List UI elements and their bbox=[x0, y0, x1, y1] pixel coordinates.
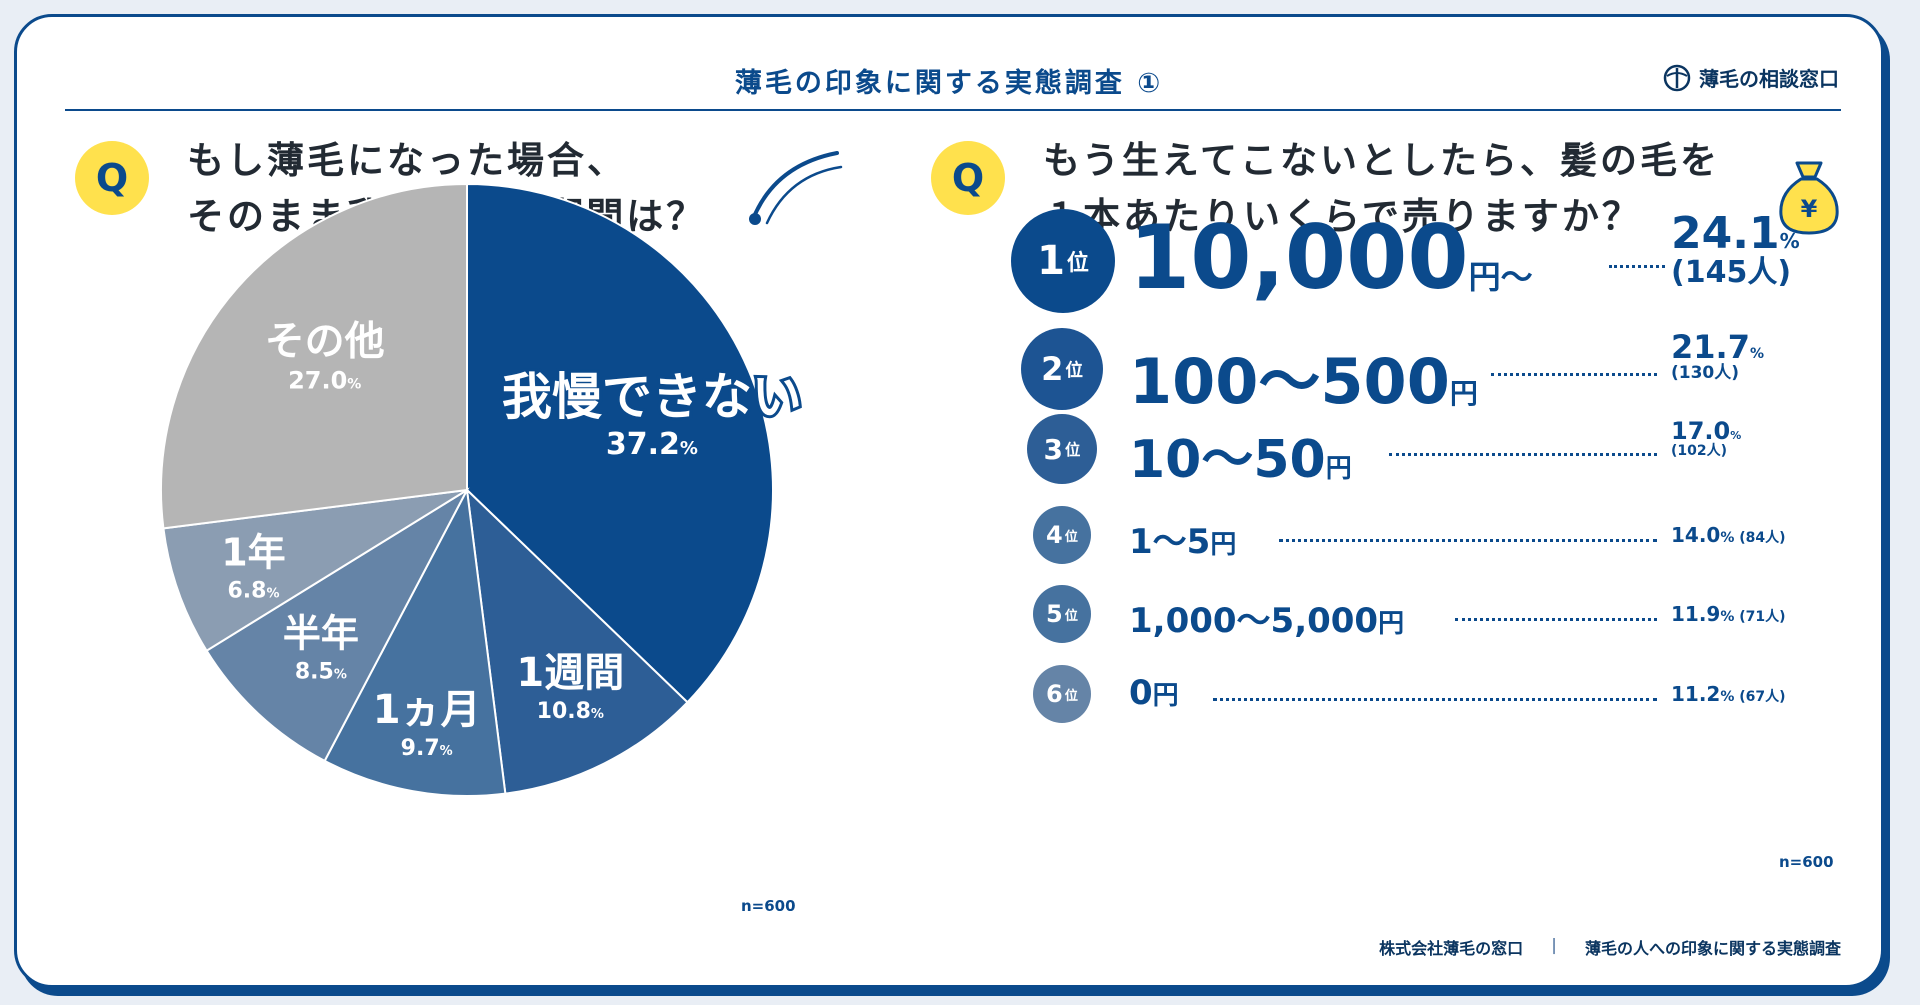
money-bag-icon: ¥ bbox=[1779, 161, 1839, 235]
pie-slice-1 bbox=[465, 487, 689, 795]
footer-company: 株式会社薄毛の窓口 bbox=[1379, 939, 1524, 958]
pie-slice-3 bbox=[205, 487, 470, 763]
hair-strand-icon bbox=[749, 151, 843, 225]
pie-value-1: 10.8% bbox=[537, 699, 604, 724]
pie-value-2: 9.7% bbox=[401, 736, 453, 761]
header-divider bbox=[65, 109, 1841, 111]
pie-label-0: 我慢できない bbox=[502, 368, 802, 426]
leader-dots bbox=[1279, 539, 1657, 542]
rank-amount-5: 1,000～5,000円 bbox=[1129, 600, 1405, 641]
pie-slice-4 bbox=[162, 489, 468, 653]
rank-amount-6: 0円 bbox=[1129, 672, 1179, 713]
rank-amount-1: 10,000円～ bbox=[1129, 206, 1533, 310]
rank-percent-4: 14.0% (84人) bbox=[1671, 523, 1786, 547]
n-note-right: n=600 bbox=[1779, 853, 1834, 871]
leader-dots bbox=[1609, 265, 1665, 268]
leader-dots bbox=[1213, 698, 1657, 701]
pie-value-4: 6.8% bbox=[227, 578, 279, 603]
leader-dots bbox=[1455, 618, 1657, 621]
pie-label-2: 1ヵ月 bbox=[373, 687, 481, 733]
infographic-card: 薄毛の印象に関する実態調査 ① 薄毛の相談窓口 Q もし薄毛になった場合、 その… bbox=[14, 14, 1884, 988]
pie-slice-2 bbox=[323, 486, 507, 797]
pie-label-5: その他 bbox=[265, 319, 385, 365]
question-right-line2: １本あたりいくらで売りますか？ bbox=[1043, 195, 1642, 238]
brand: 薄毛の相談窓口 bbox=[1663, 63, 1839, 92]
pie-value-3: 8.5% bbox=[295, 660, 347, 685]
rank-percent-6: 11.2% (67人) bbox=[1671, 682, 1786, 706]
pie-value-5: 27.0% bbox=[288, 367, 361, 395]
rank-percent-5: 11.9% (71人) bbox=[1671, 602, 1786, 626]
pie-label-4: 1年 bbox=[221, 530, 285, 574]
page-title: 薄毛の印象に関する実態調査 ① bbox=[734, 68, 1164, 99]
pie-slice-0 bbox=[466, 182, 774, 704]
rank-amount-4: 1～5円 bbox=[1129, 521, 1237, 562]
brand-logo-icon bbox=[1663, 64, 1691, 91]
rank-percent-1: 24.1% (145人) bbox=[1671, 208, 1800, 291]
pie-value-0: 37.2% bbox=[606, 427, 698, 462]
footer: 株式会社薄毛の窓口 | 薄毛の人への印象に関する実態調査 bbox=[1379, 935, 1841, 959]
question-right: もう生えてこないとしたら、髪の毛を １本あたりいくらで売りますか？ bbox=[1043, 133, 1720, 245]
pie-slice-5 bbox=[160, 182, 468, 530]
footer-survey: 薄毛の人への印象に関する実態調査 bbox=[1584, 939, 1841, 958]
brand-name: 薄毛の相談窓口 bbox=[1699, 67, 1839, 91]
rank-amount-3: 10～50円 bbox=[1129, 429, 1352, 490]
rank-amount-2: 100～500円 bbox=[1129, 344, 1478, 418]
yen-symbol: ¥ bbox=[1801, 195, 1818, 223]
leader-dots bbox=[1389, 453, 1657, 456]
question-badge-left: Q bbox=[75, 141, 149, 215]
pie-label-3: 半年 bbox=[283, 612, 359, 656]
question-left-line1: もし薄毛になった場合、 bbox=[187, 139, 627, 182]
rank-percent-3: 17.0% (102人) bbox=[1671, 417, 1742, 460]
pie-label-1: 1週間 bbox=[516, 650, 624, 696]
rank-percent-2: 21.7% (130人) bbox=[1671, 328, 1764, 383]
footer-separator: | bbox=[1551, 935, 1557, 954]
leader-dots bbox=[1491, 373, 1657, 376]
n-note-left: n=600 bbox=[741, 897, 796, 915]
question-badge-right: Q bbox=[931, 141, 1005, 215]
question-right-line1: もう生えてこないとしたら、髪の毛を bbox=[1043, 139, 1721, 182]
